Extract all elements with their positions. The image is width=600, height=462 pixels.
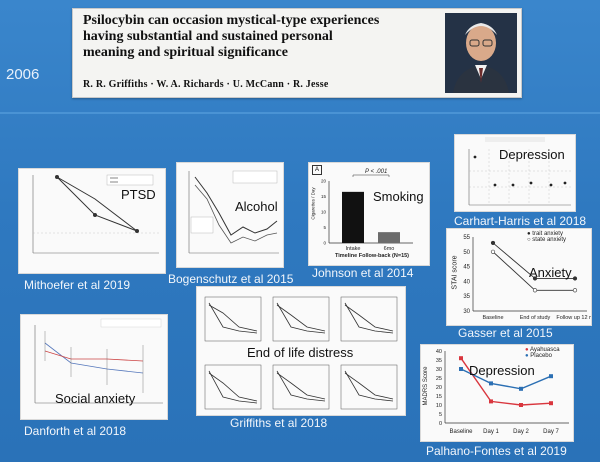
depression-pf-legend: ● Ayahuasca ● Placebo bbox=[525, 347, 560, 359]
paper-title: Psilocybin can occasion mystical-type ex… bbox=[83, 13, 433, 61]
divider bbox=[0, 112, 600, 114]
paper-title-line: meaning and spiritual significance bbox=[83, 45, 288, 60]
anxiety-ytick: 40 bbox=[463, 279, 470, 285]
distress-caption: Griffiths et al 2018 bbox=[230, 416, 328, 430]
anxiety-xtick: Follow up 12 m bbox=[556, 315, 591, 321]
depression-pf-ytick: 15 bbox=[436, 394, 442, 400]
smoking-bar bbox=[342, 191, 364, 243]
anxiety-ytick: 45 bbox=[463, 265, 470, 271]
anxiety-ytick: 55 bbox=[463, 235, 470, 241]
depression-pf-line bbox=[460, 368, 552, 390]
depression-ch-figure: Depression bbox=[454, 134, 576, 212]
depression-pf-ytick: 25 bbox=[436, 376, 442, 382]
depression-ch-caption: Carhart-Harris et al 2018 bbox=[454, 214, 587, 228]
smoking-ytick: 5 bbox=[323, 225, 326, 230]
legend-state-label: state anxiety bbox=[532, 237, 566, 243]
anxiety-ytick: 50 bbox=[463, 250, 470, 256]
depression-pf-xtick: Baseline bbox=[449, 429, 473, 435]
depression-pf-point bbox=[489, 381, 493, 386]
depression-pf-point bbox=[459, 367, 463, 371]
anxiety-label: Anxiety bbox=[529, 265, 572, 280]
legend-placebo: ● Placebo bbox=[525, 353, 552, 359]
legend-ayahuasca-label: Ayahuasca bbox=[529, 347, 560, 353]
year-label: 2006 bbox=[6, 66, 40, 83]
anxiety-figure: STAI score 55 50 45 40 35 30 Baseline End of st… bbox=[446, 228, 592, 326]
smoking-caption: Johnson et al 2014 bbox=[312, 266, 414, 280]
depression-pf-ytick: 5 bbox=[439, 412, 442, 418]
smoking-pvalue: P < .001 bbox=[365, 169, 388, 175]
anxiety-legend: ● trait anxiety ○ state anxiety bbox=[527, 231, 566, 243]
depression-pf-figure: MADRS Score 40 35 30 25 20 15 10 5 0 Baseline Day … bbox=[420, 344, 574, 442]
anxiety-chart: 55 50 45 40 35 30 Baseline End of study Follow u… bbox=[463, 235, 591, 321]
anxiety-point bbox=[572, 288, 578, 293]
depression-pf-point bbox=[549, 401, 553, 406]
legend-state: ○ state anxiety bbox=[527, 237, 566, 243]
legend-placebo-label: Placebo bbox=[530, 353, 552, 359]
alcohol-figure: Alcohol bbox=[176, 162, 284, 268]
anxiety-point bbox=[572, 276, 578, 281]
smoking-ytick: 10 bbox=[321, 210, 327, 215]
ptsd-label: PTSD bbox=[121, 187, 156, 202]
smoking-label: Smoking bbox=[373, 189, 424, 204]
anxiety-point bbox=[532, 288, 538, 293]
depression-ch-label: Depression bbox=[499, 147, 565, 162]
depression-pf-ytick: 20 bbox=[436, 385, 442, 391]
paper-title-line: Psilocybin can occasion mystical-type ex… bbox=[83, 13, 380, 28]
smoking-panel-letter: A bbox=[312, 165, 322, 175]
distress-figure: End of life distress bbox=[196, 286, 406, 416]
depression-pf-chart: 40 35 30 25 20 15 10 5 0 Baseline Day 1 Day 2 Day 7 bbox=[436, 349, 569, 435]
depression-pf-caption: Palhano-Fontes et al 2019 bbox=[426, 444, 567, 458]
depression-pf-xtick: Day 2 bbox=[513, 429, 529, 435]
smoking-ytick: 15 bbox=[321, 194, 327, 199]
anxiety-point bbox=[532, 276, 538, 281]
distress-label: End of life distress bbox=[247, 345, 354, 360]
anxiety-xtick: Baseline bbox=[482, 315, 503, 321]
anxiety-point bbox=[490, 249, 496, 254]
legend-ayahuasca: ● Ayahuasca bbox=[525, 347, 560, 353]
smoking-xlabel: Timeline Follow-back (N=15) bbox=[335, 253, 410, 259]
depression-pf-ytick: 35 bbox=[436, 358, 442, 364]
depression-pf-point bbox=[489, 399, 493, 404]
depression-pf-ytick: 0 bbox=[439, 421, 442, 427]
smoking-bar bbox=[378, 232, 400, 243]
paper-authors: R. R. Griffiths · W. A. Richards · U. Mc… bbox=[83, 79, 329, 90]
depression-pf-ytick: 40 bbox=[436, 349, 442, 355]
anxiety-xtick: End of study bbox=[520, 315, 551, 321]
anxiety-ytick: 35 bbox=[463, 294, 470, 300]
depression-pf-label: Depression bbox=[469, 363, 535, 378]
smoking-chart: Intake 6mo 20 15 10 5 0 bbox=[321, 174, 413, 252]
depression-pf-point bbox=[459, 356, 463, 361]
anxiety-ytick: 30 bbox=[463, 309, 470, 315]
ptsd-figure: PTSD bbox=[18, 168, 166, 274]
social-anxiety-label: Social anxiety bbox=[55, 391, 136, 406]
depression-pf-point bbox=[549, 374, 553, 379]
smoking-ytick: 20 bbox=[321, 179, 327, 184]
ptsd-caption: Mithoefer et al 2019 bbox=[24, 278, 131, 292]
depression-pf-ytick: 10 bbox=[436, 403, 442, 409]
depression-pf-xtick: Day 7 bbox=[543, 429, 559, 435]
paper-header-card: Psilocybin can occasion mystical-type ex… bbox=[72, 8, 522, 98]
smoking-xtick: 6mo bbox=[384, 246, 395, 252]
legend-trait-label: trait anxiety bbox=[532, 231, 563, 237]
depression-pf-point bbox=[519, 386, 523, 391]
alcohol-caption: Bogenschutz et al 2015 bbox=[168, 272, 294, 286]
author-portrait bbox=[445, 13, 517, 93]
alcohol-label: Alcohol bbox=[235, 199, 278, 214]
paper-title-line: having substantial and sustained persona… bbox=[83, 29, 333, 44]
legend-trait: ● trait anxiety bbox=[527, 231, 563, 237]
anxiety-caption: Gasser et al 2015 bbox=[458, 326, 553, 340]
depression-pf-line bbox=[460, 357, 552, 406]
anxiety-point bbox=[490, 240, 496, 246]
depression-pf-xtick: Day 1 bbox=[483, 429, 499, 435]
social-anxiety-caption: Danforth et al 2018 bbox=[24, 424, 127, 438]
smoking-xtick: Intake bbox=[346, 246, 361, 252]
smoking-ytick: 0 bbox=[323, 241, 326, 246]
depression-pf-point bbox=[519, 403, 523, 407]
social-anxiety-figure: Social anxiety bbox=[20, 314, 168, 420]
smoking-figure: A P < .001 Cigarettes / Day Intake 6mo 20 1… bbox=[308, 162, 430, 266]
depression-pf-ytick: 30 bbox=[436, 367, 442, 373]
